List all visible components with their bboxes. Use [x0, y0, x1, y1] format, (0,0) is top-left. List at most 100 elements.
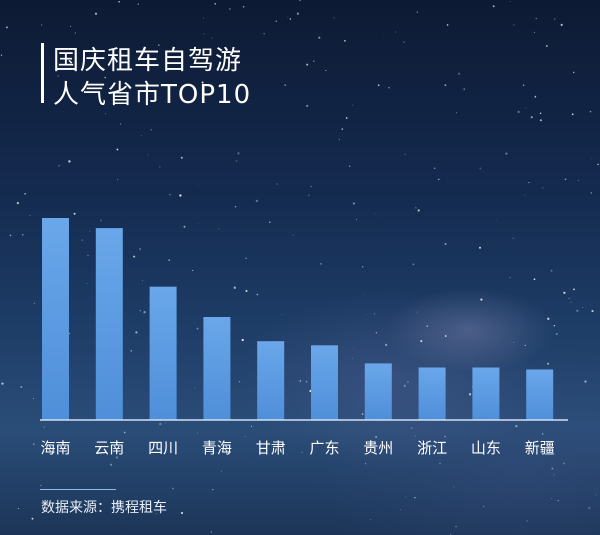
star: [468, 393, 472, 396]
star: [492, 5, 495, 8]
star: [0, 54, 3, 56]
star: [196, 432, 199, 434]
star: [365, 314, 367, 316]
chart-title-line-1: 国庆租车自驾游: [53, 46, 243, 76]
star: [463, 88, 466, 91]
star: [242, 5, 245, 8]
star: [292, 234, 294, 236]
star: [362, 266, 364, 268]
star: [524, 344, 526, 347]
star: [1, 382, 4, 385]
star: [573, 288, 575, 291]
star: [524, 194, 526, 196]
star: [22, 234, 24, 236]
star: [437, 178, 440, 181]
x-tick-label: 四川: [148, 439, 178, 457]
star: [582, 306, 584, 308]
star: [284, 84, 287, 86]
star: [69, 25, 72, 27]
star: [104, 76, 106, 79]
star: [165, 422, 166, 424]
star: [172, 487, 174, 490]
star: [563, 462, 566, 465]
x-tick-label: 山东: [471, 439, 501, 457]
star: [86, 283, 88, 285]
star: [353, 348, 355, 349]
star: [509, 0, 511, 2]
star: [94, 12, 98, 15]
star: [32, 397, 34, 399]
star: [539, 119, 542, 122]
star: [361, 413, 364, 415]
star: [17, 507, 19, 510]
star: [141, 135, 142, 136]
star: [241, 338, 244, 342]
star: [139, 248, 141, 250]
bar-4: [203, 317, 231, 420]
star: [433, 167, 436, 169]
star: [453, 486, 455, 488]
star: [147, 154, 149, 156]
star: [137, 3, 139, 5]
star: [414, 496, 416, 499]
star: [333, 17, 335, 19]
star: [289, 18, 292, 20]
star: [183, 225, 186, 228]
star: [118, 1, 120, 3]
star: [533, 31, 535, 33]
star: [479, 246, 481, 249]
star: [505, 152, 508, 155]
star: [513, 24, 515, 26]
star: [479, 167, 482, 170]
star: [24, 193, 26, 195]
star: [9, 234, 12, 237]
star: [530, 116, 533, 119]
star: [33, 443, 35, 445]
x-tick-label: 甘肃: [256, 439, 286, 457]
star: [105, 113, 107, 115]
star: [117, 178, 119, 180]
star: [296, 12, 300, 15]
star: [244, 435, 246, 438]
star: [375, 332, 377, 334]
star: [345, 117, 348, 119]
bar-6: [311, 345, 338, 420]
star: [416, 11, 418, 13]
star: [229, 8, 231, 10]
star: [220, 470, 222, 472]
star: [276, 183, 278, 185]
star: [526, 520, 528, 522]
x-tick-label: 贵州: [363, 439, 393, 457]
star: [287, 16, 289, 18]
star: [551, 467, 554, 470]
star: [550, 269, 553, 272]
x-tick-label: 云南: [94, 439, 124, 457]
star: [89, 230, 91, 232]
star: [447, 178, 449, 180]
bar-7: [364, 363, 392, 420]
star: [155, 513, 157, 515]
bar-9: [472, 367, 500, 420]
star: [210, 531, 213, 533]
star: [281, 314, 283, 316]
star: [16, 201, 20, 205]
star: [374, 213, 376, 215]
star: [196, 327, 199, 330]
star: [591, 310, 594, 313]
title-accent-bar: [41, 43, 44, 103]
star: [412, 263, 415, 266]
star: [589, 110, 592, 113]
bar-8: [418, 367, 446, 420]
star: [557, 500, 559, 502]
star: [40, 484, 42, 486]
star: [250, 425, 253, 427]
star: [383, 34, 385, 35]
star: [143, 311, 146, 314]
star: [348, 165, 351, 167]
bar-1: [42, 218, 69, 420]
star: [444, 84, 447, 87]
star: [115, 456, 119, 459]
star: [238, 381, 241, 383]
star: [180, 156, 183, 159]
